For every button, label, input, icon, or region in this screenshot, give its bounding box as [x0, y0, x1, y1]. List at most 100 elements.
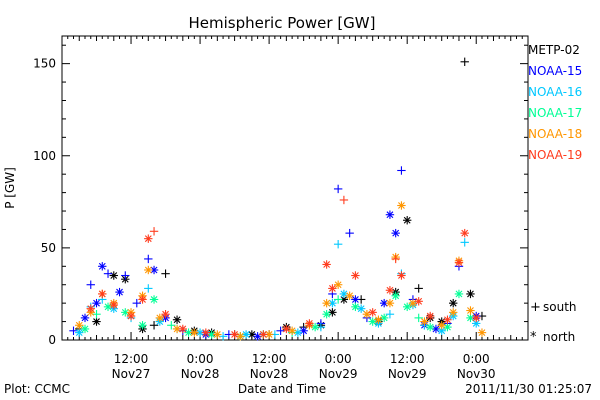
data-point-north: [385, 210, 395, 219]
data-point-north: [397, 271, 406, 280]
data-point-north: [287, 326, 297, 335]
x-axis-label: Date and Time: [238, 382, 326, 396]
data-point-north: [414, 297, 423, 306]
plot-credit: Plot: CCMC: [4, 382, 70, 396]
x-tick-date-label: Nov29: [319, 367, 358, 381]
legend-entry-noaa-19: NOAA-19: [528, 148, 582, 162]
data-point-north: [379, 298, 389, 308]
data-point-south: [103, 269, 113, 278]
data-point-north: [178, 324, 188, 334]
legend-marker-south: +: [530, 300, 541, 315]
data-point-north: [391, 228, 400, 238]
data-point-north: [213, 330, 222, 339]
data-point-north: [138, 295, 147, 304]
data-point-south: [460, 238, 469, 247]
data-point-south: [167, 321, 176, 330]
data-point-north: [385, 298, 395, 308]
data-point-south: [92, 310, 101, 319]
data-point-south: [391, 254, 400, 264]
data-point-north: [161, 310, 170, 319]
data-point-north: [431, 324, 441, 334]
y-axis-label: P [GW]: [3, 167, 17, 209]
data-point-north: [328, 308, 337, 317]
data-point-north: [466, 306, 475, 315]
data-point-north: [75, 328, 84, 337]
data-point-north: [368, 308, 377, 317]
data-point-north: [86, 304, 95, 313]
data-point-north: [259, 330, 268, 339]
data-point-north: [402, 216, 412, 225]
data-point-north: [299, 326, 308, 335]
x-tick-date-label: Nov28: [250, 367, 289, 381]
data-point-north: [397, 201, 406, 210]
data-point-north: [385, 286, 395, 295]
data-point-north: [333, 280, 343, 289]
data-point-north: [121, 308, 130, 317]
data-point-north: [351, 271, 360, 280]
data-point-north: [92, 317, 101, 326]
data-point-north: [98, 262, 107, 271]
data-point-north: [98, 289, 107, 299]
data-point-north: [253, 332, 262, 341]
x-tick-date-label: Nov29: [388, 367, 427, 381]
data-point-south: [69, 326, 78, 335]
data-point-north: [155, 313, 165, 323]
data-point-north: [172, 315, 182, 324]
data-point-north: [449, 298, 458, 308]
data-point-north: [362, 310, 372, 319]
data-point-north: [126, 311, 136, 321]
data-point-north: [351, 302, 360, 312]
chart-title: Hemispheric Power [GW]: [189, 14, 376, 32]
data-point-south: [414, 284, 423, 293]
data-point-south: [276, 326, 285, 335]
x-tick-time-label: 0:00: [325, 352, 352, 366]
data-point-south: [339, 195, 349, 205]
series-noaa-16: [75, 238, 481, 341]
data-point-north: [454, 258, 464, 267]
y-tick-label: 0: [48, 333, 56, 347]
data-point-north: [443, 322, 452, 332]
data-point-south: [161, 269, 170, 278]
data-point-north: [282, 324, 291, 334]
data-point-north: [236, 332, 245, 341]
data-point-north: [230, 330, 239, 339]
data-point-south: [397, 166, 406, 175]
data-point-north: [477, 328, 487, 337]
data-point-north: [425, 322, 435, 332]
data-point-north: [92, 298, 101, 308]
data-point-south: [333, 295, 343, 304]
data-point-south: [333, 239, 343, 249]
legend-entry-noaa-17: NOAA-17: [528, 106, 582, 120]
data-point-south: [144, 284, 153, 293]
data-point-north: [374, 315, 383, 324]
data-point-north: [109, 300, 118, 310]
data-point-north: [351, 295, 360, 304]
data-point-south: [121, 271, 130, 280]
data-point-north: [437, 321, 446, 330]
data-point-north: [115, 287, 124, 297]
data-point-north: [322, 260, 331, 269]
series-noaa-18: [75, 201, 487, 341]
data-point-north: [345, 291, 354, 300]
data-point-north: [310, 322, 320, 332]
data-point-south: [218, 332, 228, 341]
x-tick-time-label: 0:00: [187, 352, 214, 366]
legend-entry-noaa-18: NOAA-18: [528, 127, 582, 141]
legend-label-south: south: [543, 300, 577, 314]
data-point-north: [449, 308, 458, 317]
data-point-north: [201, 328, 211, 337]
x-tick-date-label: Nov28: [181, 367, 220, 381]
data-point-north: [241, 330, 251, 339]
data-point-north: [466, 313, 475, 323]
data-point-north: [339, 289, 349, 299]
data-point-south: [333, 184, 343, 194]
legend-label-north: north: [543, 330, 575, 344]
timestamp: 2011/11/30 01:25:07: [465, 382, 592, 396]
data-point-north: [184, 328, 193, 337]
data-point-north: [391, 291, 400, 300]
data-point-north: [322, 310, 331, 319]
data-point-south: [149, 321, 159, 330]
data-point-north: [144, 265, 153, 275]
data-point-north: [305, 319, 314, 328]
